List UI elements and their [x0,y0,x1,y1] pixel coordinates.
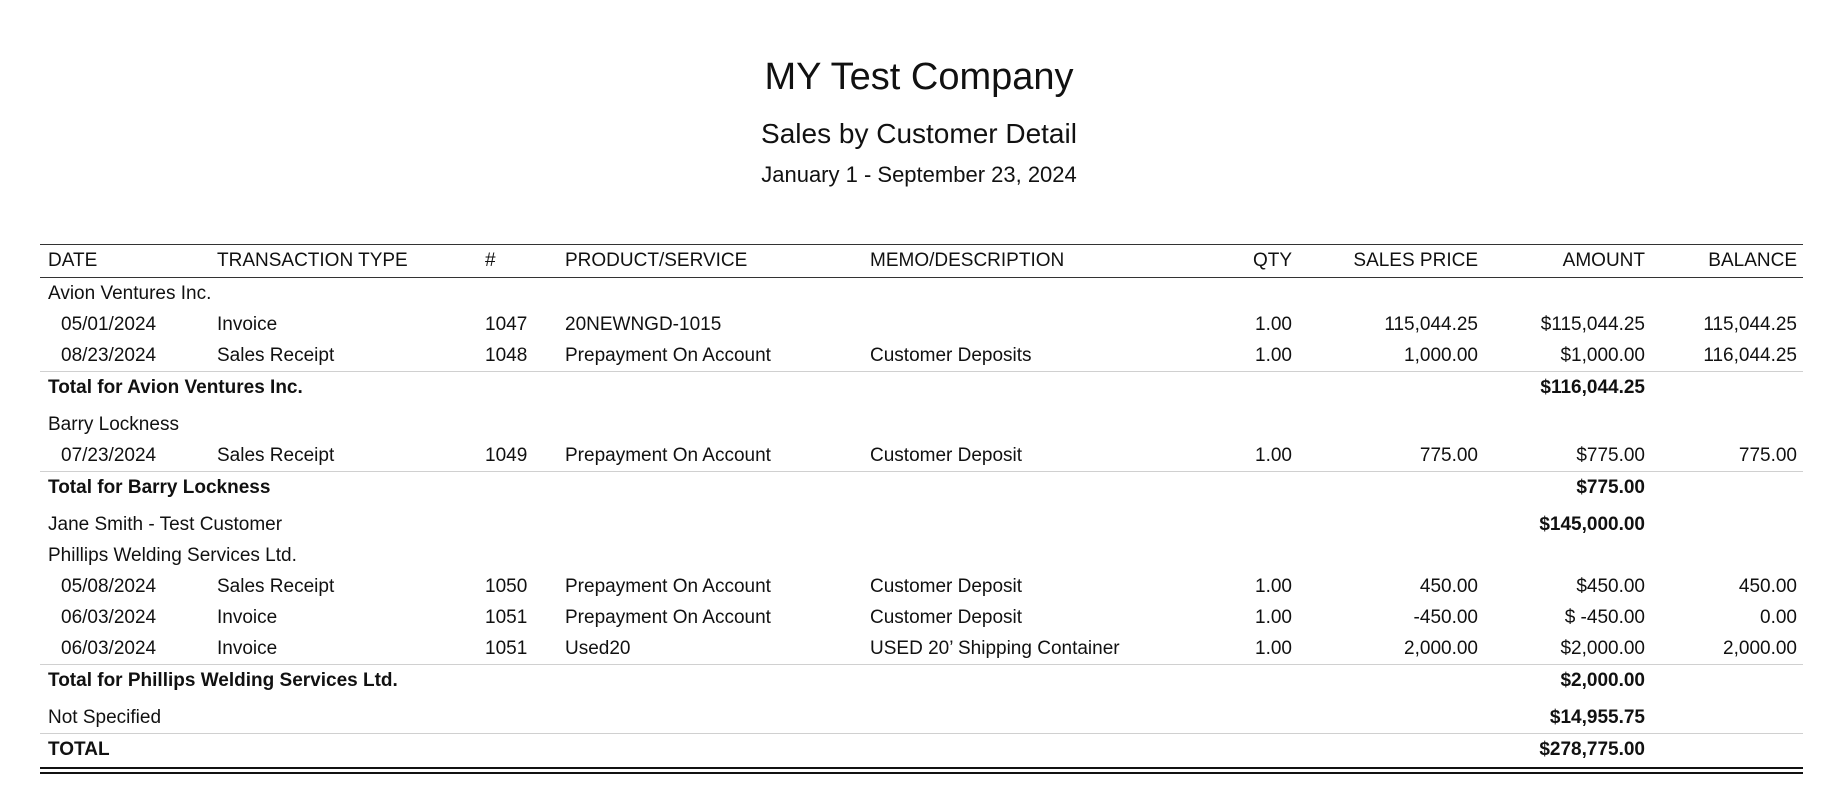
customer-name[interactable]: Phillips Welding Services Ltd. [48,545,297,566]
cell-number: 1047 [485,314,528,335]
cell-number: 1050 [485,576,528,597]
header-memo-description[interactable]: MEMO/DESCRIPTION [870,250,1065,271]
table-row[interactable]: 07/23/2024 Sales Receipt 1049 Prepayment… [40,440,1803,471]
customer-row[interactable]: Barry Lockness [40,409,1803,440]
header-qty[interactable]: QTY [1252,250,1292,271]
cell-date: 07/23/2024 [61,445,157,466]
table-row[interactable]: 08/23/2024 Sales Receipt 1048 Prepayment… [40,340,1803,371]
cell-number: 1048 [485,345,528,366]
cell-transaction-type[interactable]: Sales Receipt [217,576,335,597]
cell-product: Prepayment On Account [565,345,771,366]
cell-transaction-type[interactable]: Invoice [217,314,278,335]
customer-total-row: Total for Avion Ventures Inc. $116,044.2… [40,371,1803,403]
cell-balance: 775.00 [1738,445,1797,466]
cell-number: 1051 [485,638,528,659]
header-transaction-type[interactable]: TRANSACTION TYPE [217,250,408,271]
customer-row[interactable]: Jane Smith - Test Customer $145,000.00 [40,509,1803,540]
cell-amount[interactable]: $1,000.00 [1560,345,1645,366]
table-header: DATE TRANSACTION TYPE # PRODUCT/SERVICE … [40,244,1803,278]
cell-amount[interactable]: $775.00 [1576,445,1645,466]
total-amount[interactable]: $775.00 [1576,477,1645,498]
grand-total-label: TOTAL [48,739,110,760]
cell-sales-price: 450.00 [1419,576,1478,597]
cell-sales-price: 775.00 [1419,445,1478,466]
total-label: Total for Phillips Welding Services Ltd. [48,670,398,691]
table-row[interactable]: 06/03/2024 Invoice 1051 Prepayment On Ac… [40,602,1803,633]
cell-qty: 1.00 [1255,445,1292,466]
cell-sales-price: 115,044.25 [1384,314,1478,335]
total-label: Total for Barry Lockness [48,477,271,498]
total-amount[interactable]: $2,000.00 [1560,670,1645,691]
cell-qty: 1.00 [1255,638,1292,659]
cell-number: 1051 [485,607,528,628]
cell-memo: Customer Deposit [870,445,1023,466]
header-number[interactable]: # [485,250,496,271]
customer-amount[interactable]: $145,000.00 [1539,514,1645,535]
cell-date: 08/23/2024 [61,345,157,366]
table-row[interactable]: 05/08/2024 Sales Receipt 1050 Prepayment… [40,571,1803,602]
cell-date: 05/08/2024 [61,576,157,597]
cell-number: 1049 [485,445,528,466]
cell-memo: Customer Deposits [870,345,1032,366]
cell-balance: 2,000.00 [1723,638,1797,659]
cell-memo: Customer Deposit [870,576,1023,597]
cell-product: 20NEWNGD-1015 [565,314,722,335]
cell-qty: 1.00 [1255,314,1292,335]
cell-qty: 1.00 [1255,345,1292,366]
cell-balance: 450.00 [1738,576,1797,597]
cell-sales-price: -450.00 [1413,607,1478,628]
cell-balance: 115,044.25 [1703,314,1797,335]
table-row[interactable]: 05/01/2024 Invoice 1047 20NEWNGD-1015 1.… [40,309,1803,340]
cell-memo: Customer Deposit [870,607,1023,628]
cell-transaction-type[interactable]: Sales Receipt [217,345,335,366]
cell-product: Used20 [565,638,631,659]
cell-sales-price: 2,000.00 [1404,638,1478,659]
cell-date: 05/01/2024 [61,314,157,335]
cell-qty: 1.00 [1255,576,1292,597]
customer-total-row: Total for Barry Lockness $775.00 [40,471,1803,503]
cell-date: 06/03/2024 [61,607,157,628]
header-product-service[interactable]: PRODUCT/SERVICE [565,250,748,271]
customer-name[interactable]: Not Specified [48,707,162,728]
table-row[interactable]: 06/03/2024 Invoice 1051 Used20 USED 20’ … [40,633,1803,664]
cell-amount[interactable]: $115,044.25 [1540,314,1645,335]
cell-product: Prepayment On Account [565,445,771,466]
cell-balance: 0.00 [1760,607,1797,628]
report-title: Sales by Customer Detail [761,118,1077,149]
cell-date: 06/03/2024 [61,638,157,659]
cell-product: Prepayment On Account [565,607,771,628]
cell-transaction-type[interactable]: Sales Receipt [217,445,335,466]
header-date[interactable]: DATE [48,250,98,271]
cell-amount[interactable]: $450.00 [1576,576,1645,597]
cell-transaction-type[interactable]: Invoice [217,607,278,628]
customer-name[interactable]: Jane Smith - Test Customer [48,514,283,535]
total-label: Total for Avion Ventures Inc. [48,377,303,398]
grand-total-underline [40,767,1803,774]
header-sales-price[interactable]: SALES PRICE [1353,250,1478,271]
customer-name[interactable]: Barry Lockness [48,414,179,435]
cell-amount[interactable]: $ -450.00 [1564,607,1645,628]
header-amount[interactable]: AMOUNT [1562,250,1645,271]
company-name: MY Test Company [764,56,1074,98]
cell-balance: 116,044.25 [1703,345,1797,366]
grand-total-amount[interactable]: $278,775.00 [1539,739,1645,760]
grand-total-row: TOTAL $278,775.00 [40,733,1803,767]
cell-qty: 1.00 [1255,607,1292,628]
header-balance[interactable]: BALANCE [1708,250,1797,271]
total-amount[interactable]: $116,044.25 [1540,377,1645,398]
customer-row[interactable]: Avion Ventures Inc. [40,278,1803,309]
cell-sales-price: 1,000.00 [1404,345,1478,366]
cell-product: Prepayment On Account [565,576,771,597]
cell-memo: USED 20’ Shipping Container [870,638,1120,659]
customer-row[interactable]: Not Specified $14,955.75 [40,702,1803,733]
customer-amount[interactable]: $14,955.75 [1549,707,1645,728]
cell-amount[interactable]: $2,000.00 [1560,638,1645,659]
report-table: DATE TRANSACTION TYPE # PRODUCT/SERVICE … [40,244,1803,775]
cell-transaction-type[interactable]: Invoice [217,638,278,659]
customer-name[interactable]: Avion Ventures Inc. [48,283,212,304]
customer-total-row: Total for Phillips Welding Services Ltd.… [40,664,1803,696]
customer-row[interactable]: Phillips Welding Services Ltd. [40,540,1803,571]
report-period: January 1 - September 23, 2024 [761,162,1077,187]
